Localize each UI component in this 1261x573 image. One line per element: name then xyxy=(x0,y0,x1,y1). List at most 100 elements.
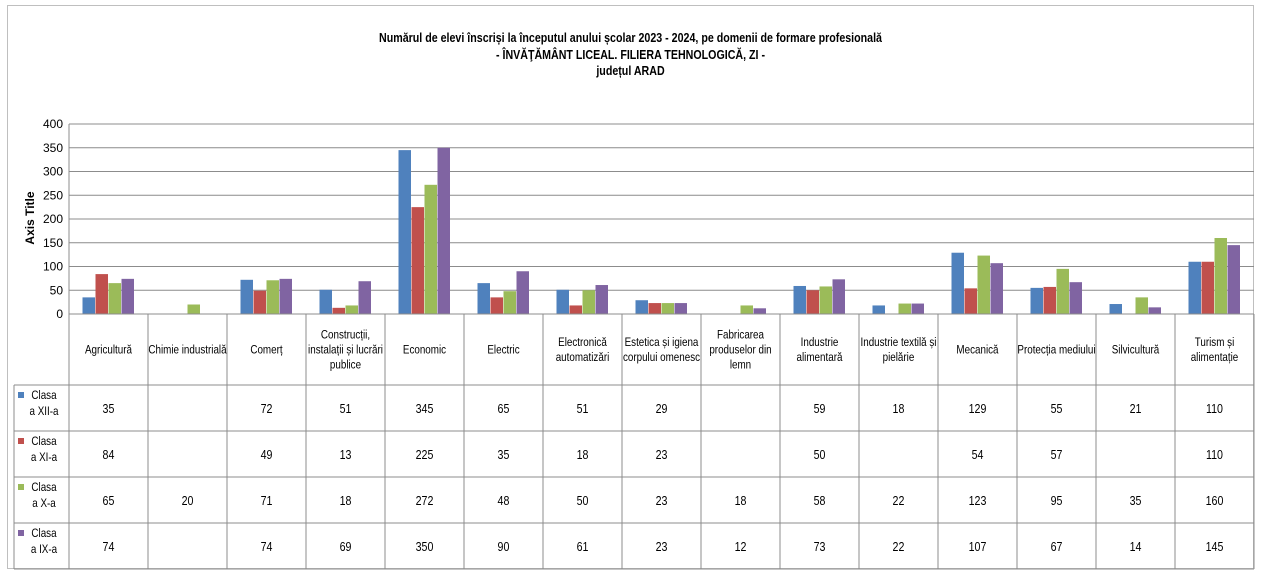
data-label: 345 xyxy=(416,401,434,416)
bar xyxy=(121,278,134,314)
bar xyxy=(1214,238,1227,314)
category-label: automatizări xyxy=(556,351,610,364)
category-label: Mecanică xyxy=(956,344,999,357)
bar xyxy=(108,283,121,314)
data-label: 145 xyxy=(1206,539,1224,554)
data-label: 74 xyxy=(261,539,273,554)
data-label: 35 xyxy=(1130,493,1142,508)
data-label: 350 xyxy=(416,539,434,554)
series-label: Clasa xyxy=(31,435,57,448)
category-label: Industrie xyxy=(801,336,839,349)
data-label: 73 xyxy=(814,539,826,554)
bar xyxy=(319,289,332,314)
y-tick-label: 0 xyxy=(56,307,63,321)
category-label: corpului omenesc xyxy=(623,351,701,364)
y-tick-label: 200 xyxy=(43,212,63,226)
bar xyxy=(635,300,648,314)
bar xyxy=(332,307,345,314)
bar xyxy=(1188,261,1201,314)
data-label: 18 xyxy=(577,447,589,462)
bar xyxy=(477,283,490,314)
series-label: Clasa xyxy=(31,389,57,402)
category-label: Fabricarea xyxy=(717,329,765,342)
data-label: 160 xyxy=(1206,493,1224,508)
data-label: 49 xyxy=(261,447,273,462)
category-label: Electronică xyxy=(558,336,607,349)
bar xyxy=(1227,245,1240,314)
data-label: 22 xyxy=(893,493,905,508)
category-label: Construcții, xyxy=(321,329,370,342)
bar xyxy=(279,278,292,314)
category-label: Economic xyxy=(403,344,447,357)
bar xyxy=(503,291,516,314)
y-tick-label: 350 xyxy=(43,141,63,155)
data-label: 272 xyxy=(416,493,434,508)
bar xyxy=(911,303,924,314)
data-label: 55 xyxy=(1051,401,1063,416)
chart-subtitle-1: - ÎNVĂŢĂMÂNT LICEAL. FILIERA TEHNOLOGICĂ… xyxy=(495,47,766,62)
data-label: 20 xyxy=(182,493,194,508)
bar xyxy=(898,303,911,314)
category-label: Electric xyxy=(487,344,520,357)
bar xyxy=(1148,307,1161,314)
data-label: 18 xyxy=(893,401,905,416)
chart-title: Numărul de elevi înscriși la începutul a… xyxy=(379,30,882,45)
category-label: Industrie textilă și xyxy=(861,336,937,349)
bar xyxy=(569,305,582,314)
data-label: 72 xyxy=(261,401,273,416)
category-label: lemn xyxy=(730,359,751,372)
bar xyxy=(1043,286,1056,314)
data-label: 22 xyxy=(893,539,905,554)
bar xyxy=(266,280,279,314)
bar xyxy=(358,281,371,314)
data-label: 51 xyxy=(577,401,589,416)
bar xyxy=(411,207,424,314)
bar xyxy=(424,184,437,314)
bar xyxy=(82,297,95,314)
category-label: publice xyxy=(330,359,361,372)
bar xyxy=(490,297,503,314)
bar xyxy=(1069,282,1082,314)
bar xyxy=(832,279,845,314)
bar xyxy=(253,290,266,314)
bar xyxy=(740,305,753,314)
bar xyxy=(793,285,806,314)
bar xyxy=(977,255,990,314)
bar xyxy=(556,289,569,314)
data-label: 51 xyxy=(340,401,352,416)
category-label: pielărie xyxy=(883,351,915,364)
legend-key xyxy=(18,484,24,490)
chart-subtitle-2: județul ARAD xyxy=(596,63,665,78)
bar xyxy=(582,290,595,314)
category-label: Comerț xyxy=(250,344,282,357)
series-label: Clasa xyxy=(31,481,57,494)
data-label: 57 xyxy=(1051,447,1063,462)
data-label: 18 xyxy=(735,493,747,508)
data-label: 23 xyxy=(656,539,668,554)
data-label: 59 xyxy=(814,401,826,416)
data-label: 67 xyxy=(1051,539,1063,554)
bar xyxy=(990,263,1003,314)
bar xyxy=(516,271,529,314)
data-label: 18 xyxy=(340,493,352,508)
data-label: 48 xyxy=(498,493,510,508)
category-label: Silvicultură xyxy=(1112,344,1160,357)
data-label: 65 xyxy=(498,401,510,416)
data-label: 35 xyxy=(103,401,115,416)
data-label: 35 xyxy=(498,447,510,462)
bar xyxy=(1135,297,1148,314)
data-label: 84 xyxy=(103,447,115,462)
data-label: 58 xyxy=(814,493,826,508)
data-label: 110 xyxy=(1206,401,1223,416)
bar xyxy=(437,147,450,314)
bar xyxy=(661,303,674,314)
data-label: 107 xyxy=(969,539,987,554)
bar xyxy=(595,285,608,314)
y-tick-label: 400 xyxy=(43,117,63,131)
data-label: 61 xyxy=(577,539,589,554)
data-label: 13 xyxy=(340,447,352,462)
y-tick-label: 150 xyxy=(43,236,63,250)
data-label: 69 xyxy=(340,539,352,554)
bar xyxy=(753,308,766,314)
